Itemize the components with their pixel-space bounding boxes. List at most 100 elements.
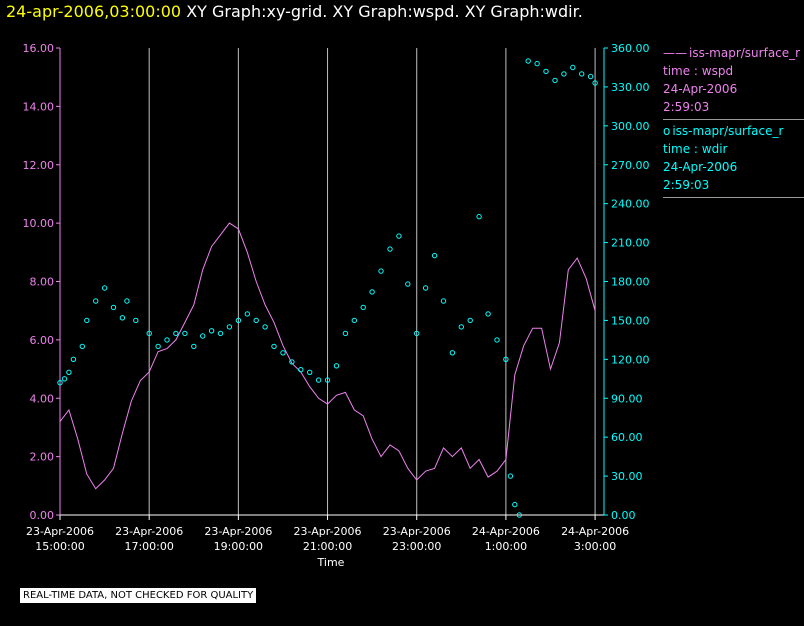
- wdir-point: [592, 80, 598, 86]
- y-left-tick-label: 12.00: [23, 159, 55, 172]
- y-right-tick-label: 210.00: [611, 237, 650, 250]
- x-tick-time: 17:00:00: [124, 540, 173, 553]
- quality-disclaimer: REAL-TIME DATA, NOT CHECKED FOR QUALITY: [20, 588, 257, 603]
- wdir-point: [262, 324, 268, 330]
- y-left-tick-label: 14.00: [23, 100, 55, 113]
- wdir-point: [173, 330, 179, 337]
- wdir-point: [570, 64, 576, 71]
- wdir-point: [191, 343, 197, 350]
- y-right-tick-label: 180.00: [611, 276, 650, 289]
- y-right-tick-label: 240.00: [611, 198, 650, 211]
- wdir-point: [307, 369, 313, 375]
- wdir-point: [405, 281, 411, 287]
- wdir-point: [534, 60, 540, 67]
- circle-symbol-icon: o: [663, 124, 671, 138]
- legend-entry-wdir: o iss-mapr/surface_r time : wdir 24-Apr-2…: [663, 122, 804, 198]
- wspd-series: [59, 222, 596, 490]
- wdir-point: [217, 330, 224, 337]
- wdir-point: [57, 380, 63, 386]
- legend-variable: time : wdir: [663, 142, 728, 156]
- wdir-point: [494, 337, 500, 343]
- wdir-point: [70, 356, 77, 362]
- axes: [59, 48, 605, 516]
- wdir-point: [84, 317, 90, 324]
- wdir-point: [289, 359, 295, 365]
- y-right-tick-label: 360.00: [611, 42, 650, 55]
- wdir-point: [200, 333, 206, 339]
- y-left-tick-label: 2.00: [30, 451, 55, 464]
- x-tick-labels: 23-Apr-2006 15:00:00 23-Apr-2006 17:00:00 23…: [26, 515, 629, 553]
- wdir-point: [342, 330, 349, 337]
- wdir-point: [61, 376, 68, 382]
- x-axis-label: Time: [317, 556, 345, 569]
- wdir-point: [525, 58, 531, 64]
- wdir-point: [79, 343, 86, 350]
- wdir-point: [360, 304, 366, 311]
- wdir-point: [369, 289, 375, 295]
- x-tick-time: 3:00:00: [574, 540, 616, 553]
- wdir-point: [315, 377, 322, 383]
- wdir-point: [507, 473, 514, 479]
- wdir-point: [208, 328, 215, 334]
- wdir-point: [561, 71, 567, 77]
- legend-source: iss-mapr/surface_r: [672, 124, 784, 138]
- grid-lines: [148, 48, 596, 515]
- wdir-point: [587, 73, 594, 80]
- wdir-point: [280, 350, 286, 356]
- wdir-point: [351, 317, 357, 324]
- x-tick-time: 23:00:00: [392, 540, 441, 553]
- wdir-point: [378, 268, 384, 274]
- timestamp: 24-apr-2006,03:00:00: [6, 2, 182, 21]
- legend-time: 2:59:03: [663, 178, 710, 192]
- x-tick-time: 21:00:00: [303, 540, 352, 553]
- graph-titles: XY Graph:xy-grid. XY Graph:wspd. XY Grap…: [186, 2, 583, 21]
- y-right-tick-label: 30.00: [611, 470, 643, 483]
- wdir-point: [101, 285, 108, 291]
- y-right-tick-labels: 0.00 30.00 60.00 90.00 120.00 150.00 180.00 210…: [604, 42, 650, 522]
- wdir-point: [516, 512, 522, 518]
- wdir-point: [467, 317, 473, 324]
- legend-date: 24-Apr-2006: [663, 82, 738, 96]
- wdir-point: [253, 317, 259, 324]
- wdir-point: [155, 343, 161, 350]
- wdir-point: [552, 77, 558, 84]
- y-right-tick-label: 60.00: [611, 431, 643, 444]
- wdir-point: [133, 317, 139, 324]
- y-left-tick-labels: 0.00 2.00 4.00 6.00 8.00 10.00 12.00 14.00 16.00: [23, 42, 60, 522]
- wdir-point: [579, 71, 585, 77]
- y-right-tick-label: 0.00: [611, 509, 636, 522]
- x-tick-date: 23-Apr-2006: [115, 525, 183, 538]
- wdir-point: [458, 324, 464, 330]
- y-right-tick-label: 270.00: [611, 159, 650, 172]
- wdir-point: [146, 330, 152, 337]
- wdir-point: [119, 315, 126, 321]
- y-left-tick-label: 0.00: [30, 509, 55, 522]
- wdir-point: [66, 369, 72, 375]
- wdir-point: [476, 213, 482, 220]
- wdir-point: [93, 298, 99, 304]
- wdir-point: [485, 311, 491, 317]
- legend-entry-wspd: —— iss-mapr/surface_r time : wspd 24-Apr-…: [663, 44, 804, 120]
- wdir-series: [57, 58, 598, 518]
- y-right-tick-label: 120.00: [611, 353, 650, 366]
- wdir-point: [512, 501, 518, 508]
- wdir-point: [244, 311, 251, 317]
- legend-source: iss-mapr/surface_r: [689, 46, 801, 60]
- wdir-point: [324, 377, 331, 383]
- y-left-tick-label: 4.00: [30, 392, 55, 405]
- x-tick-date: 23-Apr-2006: [26, 525, 94, 538]
- x-tick-time: 19:00:00: [214, 540, 263, 553]
- wdir-point: [422, 285, 429, 291]
- wspd-line: [59, 222, 596, 490]
- wdir-point: [414, 330, 420, 337]
- wdir-point: [164, 337, 170, 343]
- wdir-point: [271, 343, 277, 350]
- wdir-point: [387, 246, 393, 252]
- wdir-point: [226, 324, 233, 330]
- legend-variable: time : wspd: [663, 64, 734, 78]
- y-right-tick-label: 330.00: [611, 81, 650, 94]
- wdir-point: [110, 304, 117, 311]
- x-tick-time: 15:00:00: [35, 540, 84, 553]
- x-tick-time: 1:00:00: [485, 540, 527, 553]
- wdir-point: [396, 233, 402, 239]
